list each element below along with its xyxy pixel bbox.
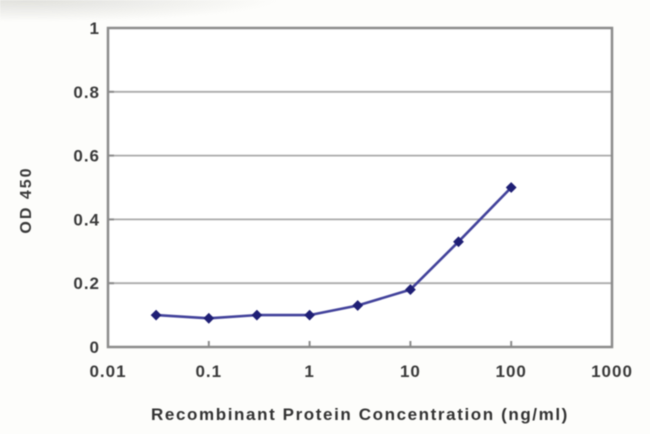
axis-frame [106,26,614,349]
grid-layer [108,90,612,285]
data-point-marker [203,312,215,324]
tick-labels-layer: 0.01 0.1 1 10 100 1000 0 0.2 0.4 0.6 0.8 1 [73,19,633,381]
x-tick-label: 10 [400,362,421,381]
axes-frame-layer [106,26,614,349]
data-point-marker [150,309,162,321]
x-tick-label: 1 [304,362,314,381]
y-tick-label: 0.2 [73,274,100,293]
data-point-marker [453,236,464,248]
x-tick-label: 100 [496,362,527,381]
x-tick-label: 0.01 [89,362,126,381]
y-axis-title: OD 450 [18,166,35,233]
plot-area [108,28,612,347]
x-tick-label: 0.1 [195,362,222,381]
data-point-marker [352,300,364,311]
y-tick-label: 0.4 [73,210,100,229]
y-tick-label: 0.6 [73,147,100,166]
data-point-marker [505,182,517,193]
y-tick-label: 0.8 [73,83,100,102]
plot-area-layer [108,28,612,347]
x-tick-label: 1000 [591,362,633,381]
x-axis-title: Recombinant Protein Concentration (ng/ml… [151,405,569,424]
series-line [154,186,513,320]
data-point-marker [251,309,263,321]
y-tick-label: 0 [90,338,100,357]
y-tick-label: 1 [90,19,100,38]
series-layer [150,182,517,324]
data-point-marker [405,284,416,295]
data-point-marker [304,309,315,321]
